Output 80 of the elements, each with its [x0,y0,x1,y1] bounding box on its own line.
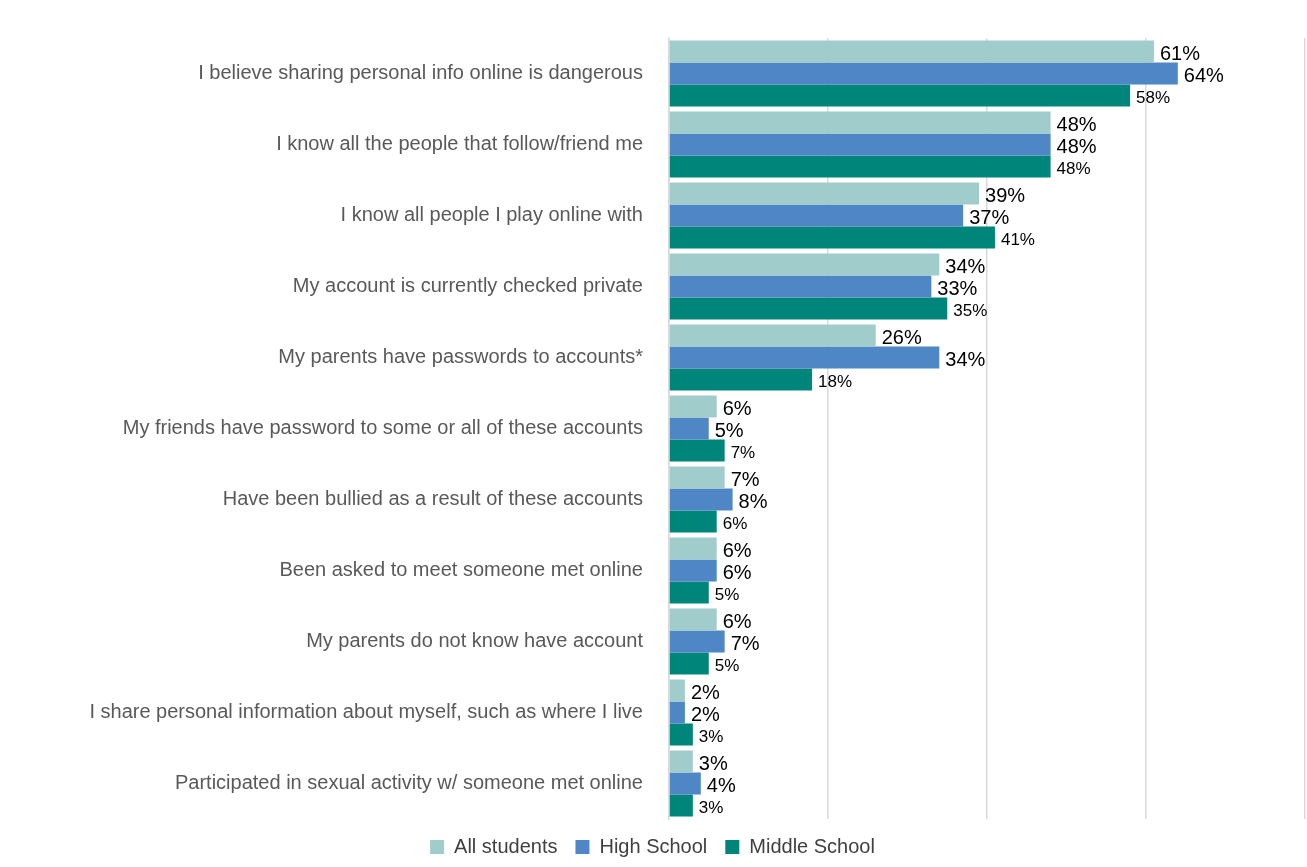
y-tick-label: I believe sharing personal info online is dangerous [198,61,643,84]
data-label: 48% [1056,135,1097,158]
data-label: 18% [818,372,853,392]
data-label: 2% [690,681,721,704]
data-label: 4% [706,774,736,797]
data-label: 3% [698,727,724,747]
data-label: 7% [730,443,756,463]
y-tick-label: My parents do not know have account [306,629,644,652]
data-label: 6% [722,514,748,534]
data-label: 2% [690,703,721,726]
bar [669,652,709,675]
data-label: 58% [1136,88,1171,108]
bar [669,275,932,298]
bar [669,559,717,582]
data-label: 33% [937,277,978,300]
bar [669,679,685,702]
data-label: 48% [1056,159,1091,179]
y-tick-label: I know all people I play online with [340,203,643,226]
bar [669,466,725,489]
y-tick-label: Have been bullied as a result of these accounts [222,487,643,510]
data-label: 64% [1183,64,1225,87]
bar [669,772,701,795]
y-tick-label: I share personal information about myself, such as where I live [89,700,643,723]
bar [669,608,717,631]
legend-label: Middle School [749,834,875,857]
data-label: 6% [722,539,752,562]
data-label: 7% [730,632,760,655]
bar [669,111,1051,134]
bar [669,581,709,604]
bar [669,750,693,773]
data-label: 34% [945,255,986,278]
data-label: 3% [698,752,728,775]
bar [669,701,685,724]
bar [669,297,948,320]
y-tick-label: Been asked to meet someone met online [279,558,643,581]
data-label: 6% [722,561,752,584]
data-label: 5% [714,656,740,676]
bar [669,368,813,391]
y-tick-label: Participated in sexual activity w/ someone met online [174,771,643,794]
data-label: 26% [881,326,922,349]
bar [669,395,717,418]
legend-label: High School [599,834,708,857]
data-label: 39% [985,184,1026,207]
data-label: 34% [945,348,986,371]
data-label: 41% [1000,230,1035,250]
bar [669,155,1051,178]
data-label: 8% [738,490,768,513]
bar [669,133,1051,156]
bar [669,510,717,533]
bar [669,723,693,746]
data-label: 6% [722,610,752,633]
bar [669,439,725,462]
data-label: 5% [714,419,744,442]
y-tick-label: My friends have password to some or all of these accounts [122,416,643,439]
bar [669,537,717,560]
bar [669,346,940,369]
bar [669,794,693,817]
bar [669,226,995,249]
bar [669,40,1154,63]
bar [669,84,1131,107]
data-label: 3% [698,798,724,818]
data-label: 5% [714,585,740,605]
data-label: 37% [969,206,1010,229]
bar [669,324,876,347]
bar [669,488,733,511]
bar [669,417,709,440]
bar [669,630,725,653]
bar [669,204,964,227]
data-label: 7% [730,468,760,491]
data-label: 48% [1056,113,1097,136]
bar [669,62,1178,85]
y-tick-label: I know all the people that follow/friend me [276,132,643,155]
bar [669,182,980,205]
data-label: 61% [1159,42,1201,65]
y-tick-label: My parents have passwords to accounts* [278,345,644,368]
y-tick-label: My account is currently checked private [292,274,643,297]
legend-label: All students [454,834,558,857]
data-label: 6% [722,397,752,420]
data-label: 35% [953,301,988,321]
bar [669,253,940,276]
